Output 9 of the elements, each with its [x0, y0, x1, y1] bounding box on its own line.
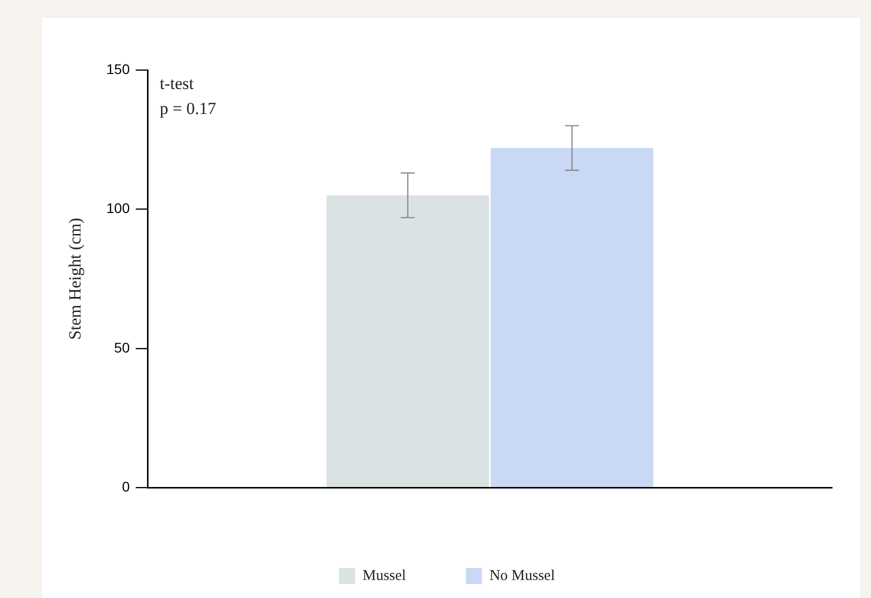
y-tick-label: 150 — [106, 60, 130, 77]
legend-label: Mussel — [362, 568, 406, 584]
y-tick-label: 0 — [122, 478, 130, 494]
annotation: t-test — [160, 74, 194, 93]
y-tick-label: 50 — [114, 339, 130, 356]
legend-label: No Mussel — [489, 568, 555, 584]
y-axis-title: Stem Height (cm) — [66, 218, 85, 340]
y-tick-label: 100 — [106, 200, 130, 216]
annotation: p = 0.17 — [160, 98, 217, 118]
